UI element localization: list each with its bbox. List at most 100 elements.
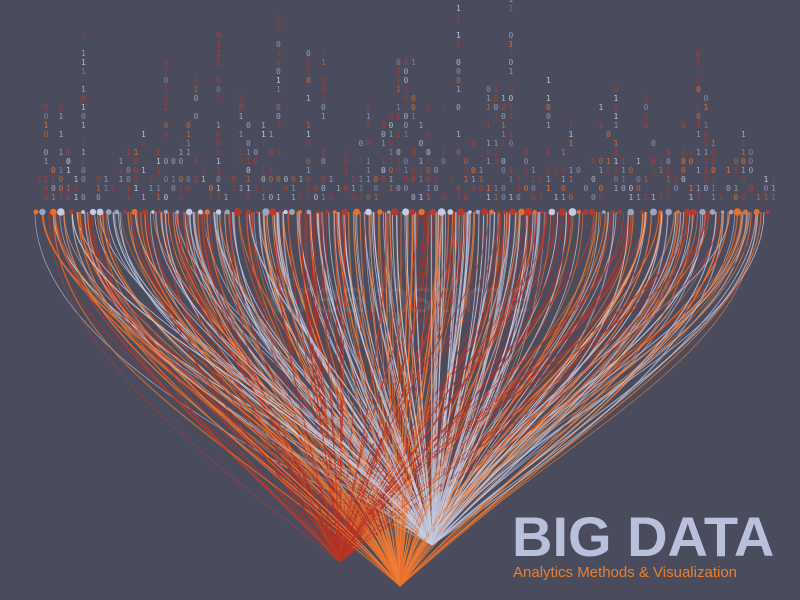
strand: [272, 211, 341, 563]
binary-digit: 1: [711, 139, 716, 148]
binary-digit: 0: [599, 184, 604, 193]
binary-digit: 0: [366, 193, 371, 202]
binary-digit: 0: [329, 193, 334, 202]
strand: [339, 211, 630, 563]
binary-digit: 1: [344, 166, 349, 175]
binary-digit: 1: [216, 94, 221, 103]
binary-digit: 1: [36, 175, 41, 184]
strand: [305, 211, 341, 563]
binary-digit: 1: [201, 166, 206, 175]
binary-digit: 1: [141, 193, 146, 202]
strand: [389, 211, 401, 587]
dot: [186, 208, 193, 216]
binary-digit: 0: [344, 157, 349, 166]
binary-digit: 1: [179, 184, 184, 193]
binary-digit: 0: [164, 175, 169, 184]
binary-digit: 0: [531, 193, 536, 202]
binary-digit: 1: [644, 193, 649, 202]
binary-digit: 1: [509, 130, 514, 139]
binary-digit: 0: [389, 139, 394, 148]
strand: [229, 211, 341, 563]
binary-digit: 0: [426, 166, 431, 175]
binary-digit: 0: [209, 184, 214, 193]
strand: [371, 211, 433, 546]
binary-digit: 1: [59, 166, 64, 175]
binary-digit: 0: [411, 175, 416, 184]
binary-digit: 0: [141, 139, 146, 148]
binary-digit: 0: [396, 166, 401, 175]
binary-digit: 1: [569, 139, 574, 148]
binary-digit: 0: [471, 166, 476, 175]
binary-digit: 1: [239, 148, 244, 157]
binary-digit: 1: [254, 184, 259, 193]
binary-digit: 1: [614, 112, 619, 121]
binary-digit: 1: [419, 193, 424, 202]
binary-digit: 0: [404, 112, 409, 121]
binary-digit: 1: [516, 184, 521, 193]
binary-digit: 1: [509, 166, 514, 175]
binary-digit: 0: [366, 103, 371, 112]
binary-digit: 0: [696, 112, 701, 121]
binary-digit: 1: [96, 184, 101, 193]
binary-digit: 1: [164, 67, 169, 76]
strand: [250, 211, 341, 563]
binary-digit: 0: [704, 175, 709, 184]
binary-digit: 1: [171, 175, 176, 184]
binary-digit: 0: [614, 175, 619, 184]
binary-digit: 0: [396, 148, 401, 157]
binary-digit: 1: [509, 193, 514, 202]
binary-digit: 0: [44, 148, 49, 157]
binary-digit: 1: [681, 148, 686, 157]
binary-digit: 1: [509, 103, 514, 112]
binary-digit: 0: [696, 103, 701, 112]
binary-digit: 1: [419, 175, 424, 184]
binary-digit: 1: [216, 40, 221, 49]
binary-digit: 1: [614, 166, 619, 175]
binary-digit: 1: [81, 103, 86, 112]
binary-digit: 0: [689, 157, 694, 166]
binary-digit: 0: [411, 94, 416, 103]
strand: [91, 211, 341, 563]
binary-digit: 0: [216, 148, 221, 157]
binary-digit: 0: [284, 175, 289, 184]
strand: [347, 211, 401, 587]
binary-digit: 0: [681, 175, 686, 184]
dot: [341, 208, 349, 216]
binary-digit: 1: [276, 22, 281, 31]
binary-digit: 0: [764, 184, 769, 193]
binary-digit: 0: [51, 166, 56, 175]
binary-digit: 1: [531, 175, 536, 184]
dot: [627, 208, 634, 216]
dot: [105, 209, 112, 215]
binary-digit: 1: [246, 175, 251, 184]
binary-digit: 0: [524, 148, 529, 157]
binary-digit: 1: [186, 139, 191, 148]
dot: [163, 209, 168, 215]
binary-digit: 1: [389, 184, 394, 193]
binary-digit: 0: [501, 157, 506, 166]
binary-digit: 1: [509, 49, 514, 58]
binary-digit: 1: [501, 121, 506, 130]
binary-digit: 1: [381, 139, 386, 148]
binary-digit: 0: [44, 130, 49, 139]
binary-digit: 1: [261, 121, 266, 130]
binary-digit: 0: [216, 85, 221, 94]
binary-digit: 0: [126, 175, 131, 184]
binary-digit: 0: [306, 157, 311, 166]
binary-digit: 1: [51, 175, 56, 184]
dot: [502, 210, 507, 214]
dot: [728, 209, 734, 215]
strand: [431, 211, 446, 546]
binary-digit: 1: [59, 112, 64, 121]
binary-digit: 1: [111, 184, 116, 193]
binary-digit: 0: [381, 130, 386, 139]
binary-digit: 1: [456, 40, 461, 49]
strand: [431, 211, 469, 546]
binary-digit: 0: [96, 193, 101, 202]
dot: [676, 210, 680, 214]
binary-digit: 1: [441, 103, 446, 112]
binary-digit: 0: [44, 193, 49, 202]
strand: [339, 211, 429, 563]
binary-digit: 1: [51, 193, 56, 202]
binary-digit: 1: [126, 193, 131, 202]
